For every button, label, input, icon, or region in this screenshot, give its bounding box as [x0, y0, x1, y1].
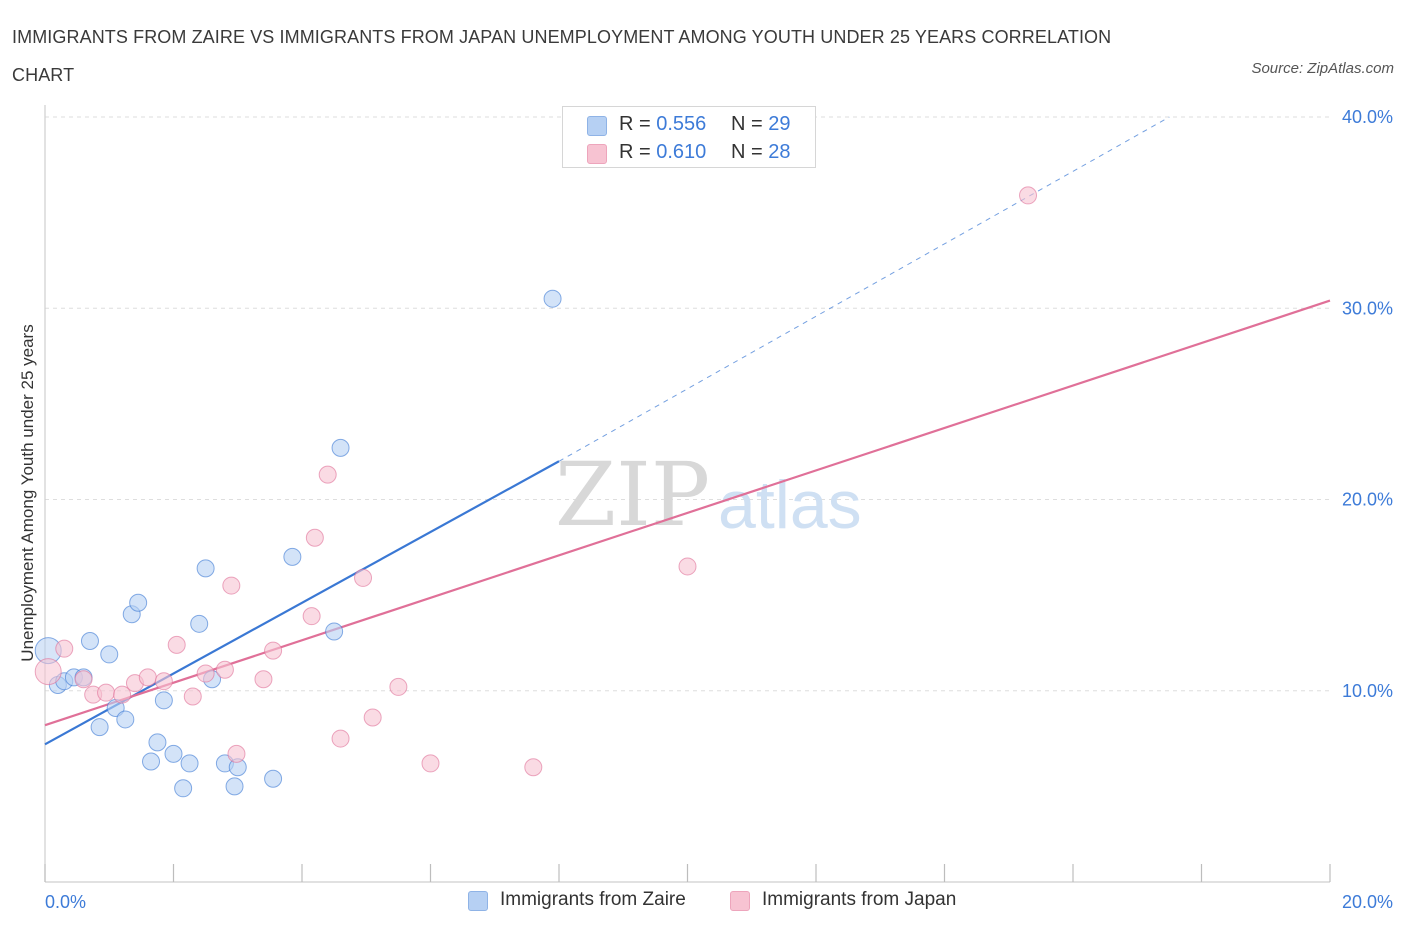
r-label: R = 0.556	[619, 113, 706, 136]
data-point-zaire	[175, 780, 192, 797]
data-point-japan	[75, 671, 92, 688]
zaire-legend-label: Immigrants from Zaire	[500, 889, 686, 911]
trend-lines	[45, 117, 1330, 744]
japan-legend-label: Immigrants from Japan	[762, 889, 956, 911]
y-tick-label: 40.0%	[1342, 107, 1393, 127]
x-tick-label: 0.0%	[45, 892, 86, 912]
data-point-japan	[35, 659, 61, 685]
data-point-japan	[155, 673, 172, 690]
data-point-zaire	[544, 290, 561, 307]
data-point-zaire	[191, 615, 208, 632]
n-label: N = 29	[731, 113, 791, 136]
data-point-japan	[679, 558, 696, 575]
data-point-japan	[319, 466, 336, 483]
grid-lines	[45, 117, 1330, 691]
data-point-japan	[303, 608, 320, 625]
data-point-zaire	[332, 439, 349, 456]
data-point-japan	[355, 569, 372, 586]
trend-extension-zaire	[559, 117, 1169, 461]
data-point-japan	[364, 709, 381, 726]
y-tick-label: 10.0%	[1342, 681, 1393, 701]
stats-legend: R = 0.556 N = 29 R = 0.610 N = 28	[562, 106, 816, 168]
data-point-japan	[184, 688, 201, 705]
n-value: 29	[768, 113, 790, 135]
japan-legend-swatch	[730, 891, 750, 911]
data-point-japan	[306, 529, 323, 546]
data-point-zaire	[284, 548, 301, 565]
data-point-zaire	[91, 719, 108, 736]
scatter-points	[35, 187, 1036, 797]
data-point-zaire	[326, 623, 343, 640]
data-point-japan	[525, 759, 542, 776]
zaire-swatch	[587, 116, 607, 136]
n-value: 28	[768, 141, 790, 163]
data-point-zaire	[197, 560, 214, 577]
data-point-japan	[223, 577, 240, 594]
y-tick-label: 20.0%	[1342, 490, 1393, 510]
zaire-legend-swatch	[468, 891, 488, 911]
r-value: 0.556	[656, 113, 706, 135]
data-point-zaire	[101, 646, 118, 663]
r-label: R = 0.610	[619, 141, 706, 164]
x-tick-label: 20.0%	[1342, 892, 1393, 912]
data-point-japan	[422, 755, 439, 772]
data-point-japan	[216, 661, 233, 678]
data-point-zaire	[130, 594, 147, 611]
data-point-japan	[332, 730, 349, 747]
data-point-japan	[1020, 187, 1037, 204]
data-point-zaire	[155, 692, 172, 709]
data-point-japan	[56, 640, 73, 657]
data-point-zaire	[149, 734, 166, 751]
data-point-zaire	[181, 755, 198, 772]
data-point-japan	[390, 678, 407, 695]
data-point-zaire	[143, 753, 160, 770]
r-value: 0.610	[656, 141, 706, 163]
y-axis-label: Unemployment Among Youth under 25 years	[18, 324, 38, 661]
data-point-japan	[139, 669, 156, 686]
data-point-japan	[98, 684, 115, 701]
japan-swatch	[587, 144, 607, 164]
data-point-zaire	[165, 745, 182, 762]
data-point-japan	[168, 636, 185, 653]
data-point-zaire	[81, 633, 98, 650]
data-point-zaire	[117, 711, 134, 728]
trend-line-japan	[45, 301, 1330, 726]
data-point-japan	[197, 665, 214, 682]
data-point-zaire	[226, 778, 243, 795]
n-label: N = 28	[731, 141, 791, 164]
data-point-japan	[228, 745, 245, 762]
data-point-zaire	[265, 770, 282, 787]
data-point-japan	[255, 671, 272, 688]
y-tick-label: 30.0%	[1342, 298, 1393, 318]
data-point-japan	[265, 642, 282, 659]
